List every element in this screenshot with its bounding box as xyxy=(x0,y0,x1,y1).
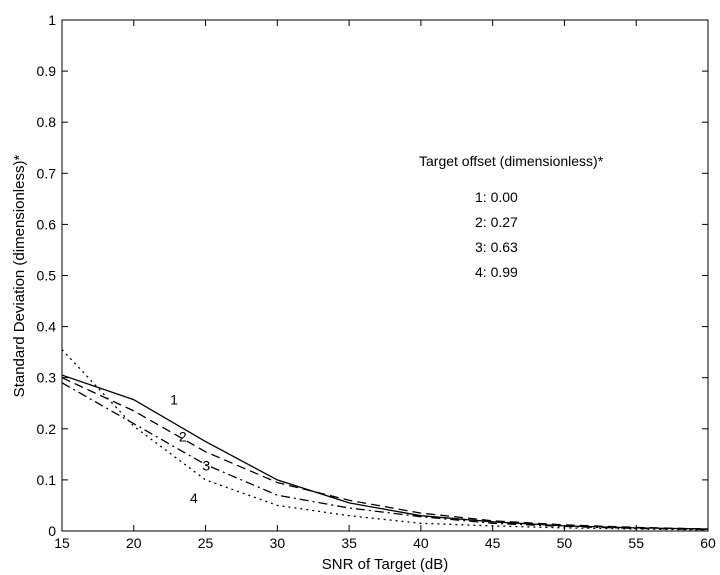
series-line-3 xyxy=(61,382,709,531)
series-line-4 xyxy=(61,349,709,531)
y-tick-label: 0.1 xyxy=(37,472,57,488)
y-tick-label: 1 xyxy=(48,12,56,28)
y-tick-label: 0.5 xyxy=(37,268,57,284)
legend-entry: 2: 0.27 xyxy=(475,214,518,230)
legend-entry: 3: 0.63 xyxy=(475,239,518,255)
x-tick-label: 15 xyxy=(54,535,70,551)
x-tick-label: 55 xyxy=(628,535,644,551)
y-tick-label: 0.7 xyxy=(37,165,57,181)
series-line-2 xyxy=(61,377,709,530)
x-tick-label: 60 xyxy=(700,535,716,551)
legend: Target offset (dimensionless)* 1: 0.00 2… xyxy=(419,153,604,280)
x-axis-label: SNR of Target (dB) xyxy=(322,556,448,573)
curve-label-3: 3 xyxy=(202,457,210,473)
x-tick-label: 30 xyxy=(270,535,286,551)
axis-ticks xyxy=(61,19,709,532)
x-tick-label: 40 xyxy=(413,535,429,551)
curve-label-1: 1 xyxy=(170,392,178,408)
series-lines xyxy=(61,349,709,531)
series-line-1 xyxy=(61,374,709,530)
curve-label-4: 4 xyxy=(190,490,198,506)
y-tick-label: 0.4 xyxy=(37,319,57,335)
y-tick-label: 0.2 xyxy=(37,421,57,437)
x-tick-label: 25 xyxy=(198,535,214,551)
legend-title: Target offset (dimensionless)* xyxy=(419,153,604,169)
y-tick-label: 0 xyxy=(48,523,56,539)
tick-labels: 15 20 25 30 35 40 45 50 55 60 0 0.1 0.2 0.3 0.4 0.5 0.6 0… xyxy=(37,12,716,551)
y-axis-label: Standard Deviation (dimensionless)* xyxy=(11,155,28,398)
x-tick-label: 50 xyxy=(557,535,573,551)
curve-label-2: 2 xyxy=(179,428,187,444)
y-tick-label: 0.3 xyxy=(37,370,57,386)
x-tick-label: 35 xyxy=(341,535,357,551)
y-tick-label: 0.6 xyxy=(37,216,57,232)
plot-frame xyxy=(61,19,709,532)
y-tick-label: 0.8 xyxy=(37,114,57,130)
y-tick-label: 0.9 xyxy=(37,63,57,79)
legend-entry: 4: 0.99 xyxy=(475,264,518,280)
x-tick-label: 20 xyxy=(126,535,142,551)
curve-labels: 1 23 4 xyxy=(170,392,210,507)
legend-entry: 1: 0.00 xyxy=(475,189,518,205)
x-tick-label: 45 xyxy=(485,535,501,551)
